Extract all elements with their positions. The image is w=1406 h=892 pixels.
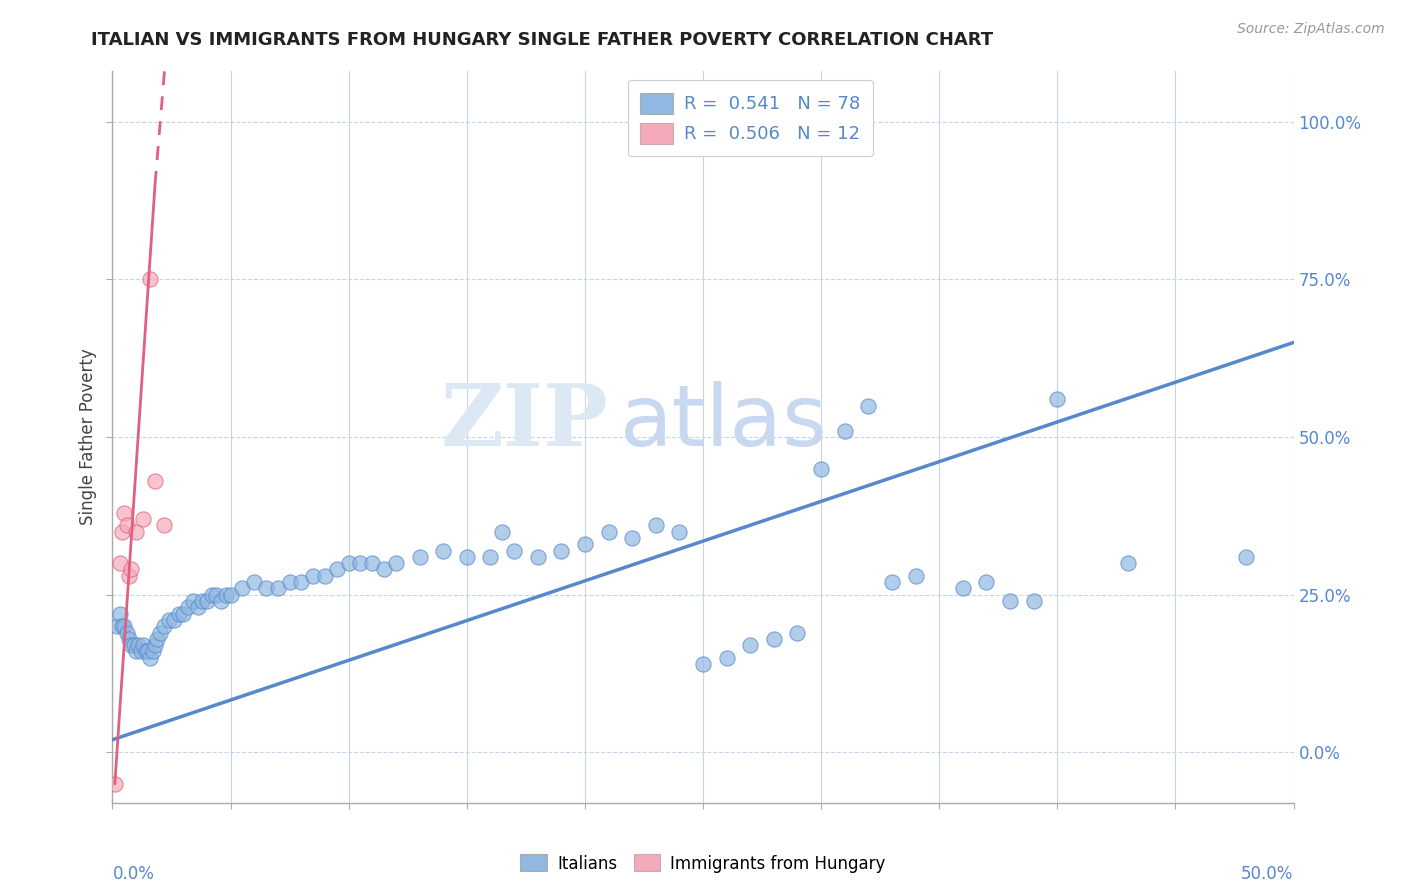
Point: [136, 644, 159, 658]
Point: [550, 543, 572, 558]
Point: [740, 638, 762, 652]
Point: [904, 569, 927, 583]
Y-axis label: Single Father Poverty: Single Father Poverty: [79, 349, 97, 525]
Text: 50.0%: 50.0%: [1241, 865, 1294, 883]
Point: [143, 638, 166, 652]
Point: [668, 524, 690, 539]
Point: [786, 625, 808, 640]
Point: [139, 272, 162, 286]
Text: ZIP: ZIP: [440, 381, 609, 465]
Text: atlas: atlas: [620, 381, 828, 464]
Point: [149, 625, 172, 640]
Point: [132, 512, 155, 526]
Point: [146, 632, 169, 646]
Point: [1234, 549, 1257, 564]
Point: [186, 600, 208, 615]
Point: [205, 588, 228, 602]
Text: Source: ZipAtlas.com: Source: ZipAtlas.com: [1237, 22, 1385, 37]
Point: [254, 582, 277, 596]
Point: [104, 777, 127, 791]
Point: [834, 424, 856, 438]
Point: [278, 575, 301, 590]
Point: [432, 543, 454, 558]
Point: [177, 600, 200, 615]
Point: [361, 556, 384, 570]
Point: [115, 518, 138, 533]
Point: [108, 607, 131, 621]
Point: [491, 524, 513, 539]
Point: [574, 537, 596, 551]
Legend: R =  0.541   N = 78, R =  0.506   N = 12: R = 0.541 N = 78, R = 0.506 N = 12: [628, 80, 873, 156]
Point: [157, 613, 180, 627]
Point: [810, 461, 832, 475]
Point: [120, 638, 142, 652]
Text: ITALIAN VS IMMIGRANTS FROM HUNGARY SINGLE FATHER POVERTY CORRELATION CHART: ITALIAN VS IMMIGRANTS FROM HUNGARY SINGL…: [91, 31, 994, 49]
Point: [112, 506, 135, 520]
Point: [209, 594, 232, 608]
Point: [219, 588, 242, 602]
Point: [952, 582, 974, 596]
Point: [692, 657, 714, 671]
Point: [135, 644, 157, 658]
Point: [503, 543, 526, 558]
Point: [314, 569, 336, 583]
Point: [112, 619, 135, 633]
Point: [201, 588, 224, 602]
Point: [290, 575, 312, 590]
Point: [122, 638, 145, 652]
Point: [479, 549, 502, 564]
Legend: Italians, Immigrants from Hungary: Italians, Immigrants from Hungary: [513, 847, 893, 880]
Point: [337, 556, 360, 570]
Point: [105, 619, 128, 633]
Point: [1022, 594, 1045, 608]
Point: [132, 638, 155, 652]
Point: [115, 625, 138, 640]
Point: [385, 556, 408, 570]
Point: [762, 632, 785, 646]
Point: [125, 644, 148, 658]
Point: [191, 594, 214, 608]
Point: [880, 575, 903, 590]
Point: [1116, 556, 1139, 570]
Point: [167, 607, 190, 621]
Point: [231, 582, 253, 596]
Point: [349, 556, 371, 570]
Point: [621, 531, 644, 545]
Point: [1046, 392, 1069, 407]
Point: [111, 524, 134, 539]
Point: [976, 575, 998, 590]
Point: [153, 518, 176, 533]
Point: [118, 632, 141, 646]
Point: [526, 549, 548, 564]
Point: [139, 650, 162, 665]
Point: [716, 650, 738, 665]
Point: [644, 518, 666, 533]
Text: 0.0%: 0.0%: [112, 865, 155, 883]
Point: [108, 556, 131, 570]
Point: [598, 524, 620, 539]
Point: [172, 607, 194, 621]
Point: [858, 399, 880, 413]
Point: [163, 613, 186, 627]
Point: [153, 619, 176, 633]
Point: [125, 524, 148, 539]
Point: [181, 594, 204, 608]
Point: [215, 588, 238, 602]
Point: [267, 582, 290, 596]
Point: [998, 594, 1021, 608]
Point: [373, 562, 395, 576]
Point: [326, 562, 349, 576]
Point: [129, 644, 152, 658]
Point: [408, 549, 430, 564]
Point: [120, 562, 142, 576]
Point: [143, 474, 166, 488]
Point: [456, 549, 478, 564]
Point: [127, 638, 149, 652]
Point: [302, 569, 325, 583]
Point: [195, 594, 218, 608]
Point: [142, 644, 165, 658]
Point: [118, 569, 141, 583]
Point: [111, 619, 134, 633]
Point: [243, 575, 266, 590]
